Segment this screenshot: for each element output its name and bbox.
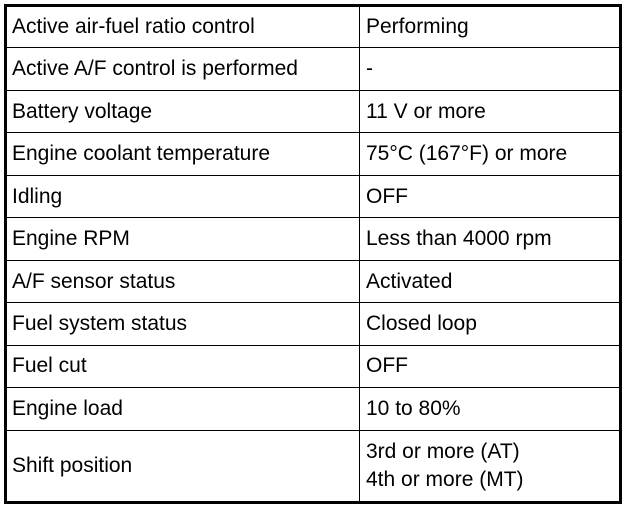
value-line: 10 to 80% xyxy=(366,396,461,420)
table-row: Fuel system status Closed loop xyxy=(5,302,621,346)
table-row: Engine coolant temperature 75°C (167°F) o… xyxy=(5,132,621,176)
condition-label: A/F sensor status xyxy=(5,259,360,304)
condition-value: Activated xyxy=(359,259,621,304)
table-row: Engine load 10 to 80% xyxy=(5,387,621,431)
table-row: Active air-fuel ratio control Performing xyxy=(5,4,621,49)
condition-value: OFF xyxy=(359,174,621,219)
condition-value: Closed loop xyxy=(359,302,621,346)
table-row: Active A/F control is performed - xyxy=(5,47,621,91)
condition-label: Engine load xyxy=(5,387,360,431)
condition-label: Active A/F control is performed xyxy=(5,47,360,91)
condition-value: Performing xyxy=(359,4,621,49)
condition-label: Fuel cut xyxy=(5,344,360,389)
value-line: OFF xyxy=(366,354,408,378)
table-row: Shift position 3rd or more (AT) 4th or mor… xyxy=(5,429,621,504)
value-line: 3rd or more (AT) xyxy=(366,439,520,463)
condition-value: 10 to 80% xyxy=(359,387,621,431)
condition-value: 11 V or more xyxy=(359,89,621,134)
condition-label: Shift position xyxy=(5,429,360,504)
condition-value: OFF xyxy=(359,344,621,389)
table-row: Engine RPM Less than 4000 rpm xyxy=(5,217,621,261)
condition-label: Engine RPM xyxy=(5,217,360,261)
table-row: Fuel cut OFF xyxy=(5,344,621,389)
table-row: Battery voltage 11 V or more xyxy=(5,89,621,134)
table-row: Idling OFF xyxy=(5,174,621,219)
value-line: Less than 4000 rpm xyxy=(366,227,552,251)
value-line: OFF xyxy=(366,184,408,208)
value-line: Activated xyxy=(366,269,453,293)
condition-value: - xyxy=(359,47,621,91)
value-line: Closed loop xyxy=(366,312,477,336)
condition-value: 75°C (167°F) or more xyxy=(359,132,621,176)
value-line: Performing xyxy=(366,15,469,39)
condition-label: Engine coolant temperature xyxy=(5,132,360,176)
value-line: 11 V or more xyxy=(366,99,486,123)
condition-label: Idling xyxy=(5,174,360,219)
table-row: A/F sensor status Activated xyxy=(5,259,621,304)
condition-label: Active air-fuel ratio control xyxy=(5,4,360,49)
value-line: 75°C (167°F) or more xyxy=(366,142,568,166)
condition-label: Battery voltage xyxy=(5,89,360,134)
condition-value: Less than 4000 rpm xyxy=(359,217,621,261)
condition-value: 3rd or more (AT) 4th or more (MT) xyxy=(359,429,621,504)
value-line: - xyxy=(366,57,373,81)
condition-label: Fuel system status xyxy=(5,302,360,346)
value-line: 4th or more (MT) xyxy=(366,467,524,491)
conditions-table: Active air-fuel ratio control Performing A… xyxy=(4,4,622,504)
table-body: Active air-fuel ratio control Performing A… xyxy=(5,4,621,504)
